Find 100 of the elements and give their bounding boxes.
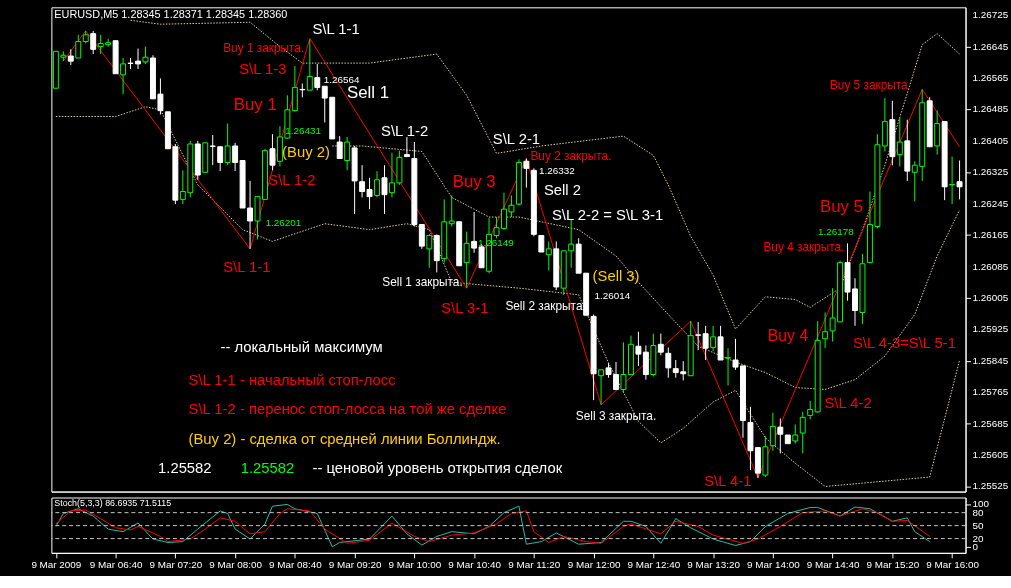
candlestick xyxy=(314,63,321,91)
y-tick-label: 80 xyxy=(972,506,984,518)
annotation: 1.26201 xyxy=(265,216,302,228)
annotation: S\L 1-2 - перенос стоп-лосса на той же сделке xyxy=(188,401,507,418)
candlestick xyxy=(336,135,343,160)
y-tick-label: 100 xyxy=(972,497,990,509)
candlestick xyxy=(934,110,941,156)
candlestick xyxy=(306,39,313,91)
candlestick xyxy=(657,333,664,356)
annotation: Buy 5 xyxy=(820,196,863,216)
x-tick-label: 9 Mar 12:00 xyxy=(567,559,621,571)
x-tick-label: 9 Mar 08:40 xyxy=(269,559,323,571)
annotation: S\L 3-1 xyxy=(441,299,489,316)
candlestick xyxy=(799,411,806,454)
annotation: Sell 1 закрыта. xyxy=(382,275,463,290)
y-tick-label: 1.25765 xyxy=(972,386,1009,398)
annotation: S\L 1-1 xyxy=(223,258,271,275)
candlestick xyxy=(120,57,127,95)
candlestick xyxy=(949,156,956,205)
candlestick xyxy=(792,423,799,445)
candlestick xyxy=(717,325,724,361)
annotation: Buy 3 xyxy=(452,172,496,192)
y-tick-label: 1.25685 xyxy=(972,417,1009,429)
x-tick-label: 9 Mar 07:20 xyxy=(149,559,203,571)
y-tick-label: 20 xyxy=(972,532,984,544)
candlestick xyxy=(523,158,530,189)
annotation: Sell 3 закрыта. xyxy=(575,409,657,424)
y-tick-label: 1.26485 xyxy=(972,103,1009,115)
candlestick xyxy=(426,233,433,269)
candlestick xyxy=(463,231,470,289)
annotation: -- локальный максимум xyxy=(220,338,383,355)
y-tick-label: 1.26165 xyxy=(972,229,1009,241)
candlestick xyxy=(418,224,425,250)
x-tick-label: 9 Mar 12:40 xyxy=(627,559,681,571)
candlestick xyxy=(807,400,814,420)
annotation: S\L 1-1 - начальный стоп-лосс xyxy=(188,372,397,388)
y-tick-label: 1.26565 xyxy=(972,71,1009,83)
x-tick-label: 9 Mar 08:00 xyxy=(209,559,263,571)
annotation: (Buy 2) xyxy=(282,144,330,161)
x-tick-label: 9 Mar 06:40 xyxy=(89,559,143,571)
x-tick-label: 9 Mar 13:20 xyxy=(687,559,741,571)
x-tick-label: 9 Mar 16:00 xyxy=(926,559,980,571)
y-tick-label: 1.26405 xyxy=(972,134,1009,146)
y-tick-label: 1.26005 xyxy=(972,291,1009,303)
x-tick-label: 9 Mar 11:20 xyxy=(508,559,561,571)
annotation: 1.26014 xyxy=(594,289,631,301)
x-tick-label: 9 Mar 10:00 xyxy=(388,559,442,571)
annotation: Buy 1 закрыта. xyxy=(223,41,305,56)
candlestick xyxy=(381,164,388,215)
y-tick-label: 50 xyxy=(972,519,984,531)
annotation: (Sell 3) xyxy=(592,268,640,285)
candlestick xyxy=(269,133,276,171)
y-tick-label: 1.25525 xyxy=(972,480,1009,492)
annotation: -- ценовой уровень открытия сделок xyxy=(312,460,563,477)
annotation: S\L 1-2 xyxy=(381,122,429,139)
candlestick xyxy=(777,418,784,454)
y-tick-label: 1.25845 xyxy=(972,354,1009,366)
line-series xyxy=(130,19,961,330)
annotation: S\L 1-1 xyxy=(312,20,360,37)
candlestick xyxy=(896,117,903,167)
y-tick-label: 1.26645 xyxy=(972,40,1009,52)
candlestick xyxy=(710,325,717,352)
candlestick xyxy=(598,369,605,406)
y-tick-label: 1.26245 xyxy=(972,197,1009,209)
y-tick-label: 1.25605 xyxy=(972,449,1009,461)
y-tick-label: 0 xyxy=(972,541,979,553)
candlestick xyxy=(90,30,97,55)
annotation: 1.26178 xyxy=(818,226,855,238)
chart-title: EURUSD,M5 1.28345 1.28371 1.28345 1.28360 xyxy=(54,8,288,21)
annotation: Buy 5 закрыта xyxy=(829,77,909,92)
annotation: S\L 2-1 xyxy=(492,131,541,148)
candlestick xyxy=(344,136,351,171)
candlestick xyxy=(725,347,732,387)
annotation: (Buy 2) - сделка от средней линии Боллиндж. xyxy=(188,430,501,447)
candlestick xyxy=(769,412,776,452)
annotation: S\L 1-2 xyxy=(268,172,316,189)
y-tick-label: 1.26725 xyxy=(972,9,1009,21)
y-tick-label: 1.26325 xyxy=(972,166,1009,178)
x-tick-label: 9 Mar 15:20 xyxy=(866,559,920,571)
annotation: 1.25582 xyxy=(240,460,295,477)
candlestick xyxy=(665,346,672,379)
candlestick xyxy=(545,240,552,271)
candlestick xyxy=(403,136,410,158)
candlestick xyxy=(224,123,231,166)
annotation: Buy 4 xyxy=(767,326,809,344)
candlestick xyxy=(374,170,380,198)
annotation: 1.25582 xyxy=(158,460,212,477)
y-tick-label: 1.26085 xyxy=(972,260,1009,272)
annotation: Sell 1 xyxy=(346,83,390,103)
annotation: 1.26332 xyxy=(539,164,575,176)
annotation: S\L 4-3=S\L 5-1 xyxy=(852,334,957,351)
x-tick-label: 9 Mar 14:40 xyxy=(806,559,860,571)
x-tick-label: 9 Mar 14:00 xyxy=(746,559,801,571)
candlestick xyxy=(448,194,455,227)
annotation: S\L 4-2 xyxy=(824,394,872,411)
annotation: 1.26564 xyxy=(323,73,361,85)
candlestick xyxy=(702,325,709,361)
x-tick-label: 9 Mar 10:40 xyxy=(448,559,502,571)
annotation: Buy 1 xyxy=(233,95,277,115)
annotation: Sell 2 xyxy=(543,182,582,199)
